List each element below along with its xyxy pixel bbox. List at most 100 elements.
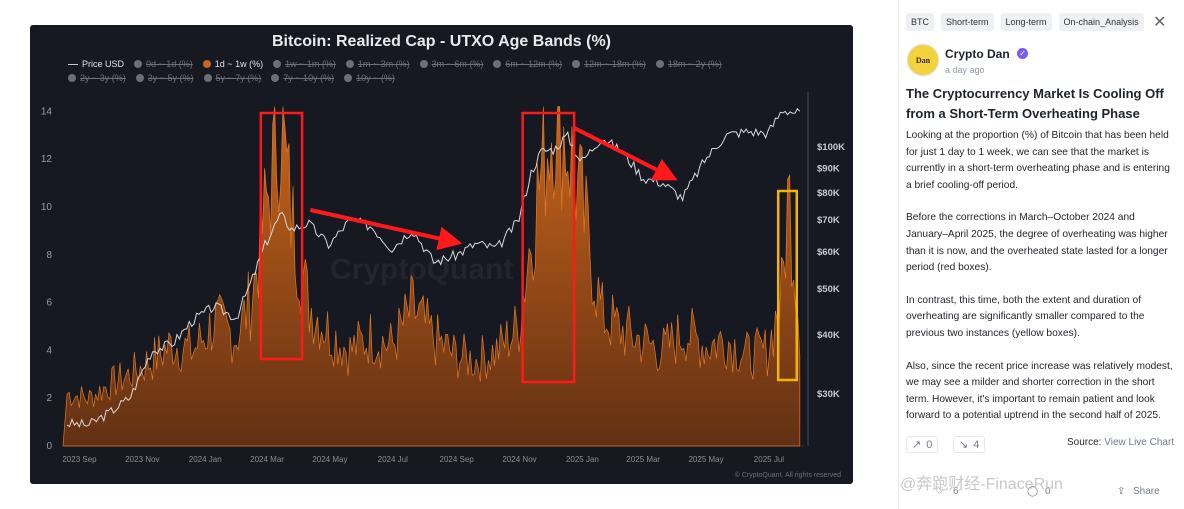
y-left-tick-label: 0 <box>46 441 52 452</box>
y-right-tick-label: $60K <box>817 247 840 258</box>
author-name[interactable]: Crypto Dan <box>945 47 1010 61</box>
overheating-yellow-box <box>776 189 799 382</box>
legend-label: 3m ~ 6m (%) <box>431 59 484 69</box>
y-left-tick-label: 14 <box>41 106 53 117</box>
legend-item[interactable]: 2y ~ 3y (%) <box>68 73 126 83</box>
x-tick-label: 2025 Jul <box>754 455 784 464</box>
post-paragraph: Looking at the proportion (%) of Bitcoin… <box>906 130 1170 191</box>
chart-title: Bitcoin: Realized Cap - UTXO Age Bands (… <box>272 33 611 50</box>
legend-label: 1m ~ 3m (%) <box>357 59 410 69</box>
series-price-usd-line <box>66 107 801 429</box>
verified-icon: ✓ <box>1017 48 1028 59</box>
legend-dot-marker <box>68 74 76 82</box>
y-left-tick-label: 10 <box>41 202 53 213</box>
x-tick-label: 2024 Jan <box>189 455 222 464</box>
legend-label: Price USD <box>82 59 125 69</box>
legend-label: 1d ~ 1w (%) <box>214 59 264 69</box>
legend-label: 5y ~ 7y (%) <box>215 73 262 83</box>
source-line: Source: View Live Chart <box>1067 437 1174 448</box>
legend-dot-marker <box>655 60 664 68</box>
legend-dot-marker <box>345 60 354 68</box>
series-band-1d-1w-area <box>62 106 801 447</box>
legend-dot-marker <box>273 60 282 68</box>
share-button[interactable]: Share <box>1133 486 1160 497</box>
chart-panel: Bitcoin: Realized Cap - UTXO Age Bands (… <box>30 25 853 484</box>
chart-plot: 0 2 4 6 8 10 12 14 $30K $40K $50K $60K $70K $80K $90K $… <box>41 92 845 464</box>
legend-item[interactable]: 12m ~ 18m (%) <box>572 59 646 69</box>
x-tick-label: 2024 Jul <box>378 455 408 464</box>
x-tick-label: 2023 Sep <box>62 455 97 464</box>
post-paragraph: Before the corrections in March–October … <box>906 212 1168 274</box>
legend-item[interactable]: 1w ~ 1m (%) <box>273 59 336 69</box>
trend-arrow-1 <box>309 208 463 251</box>
legend-line-marker <box>68 63 78 65</box>
view-live-chart-link[interactable]: View Live Chart <box>1104 437 1175 448</box>
tag-list: BTC Short-term Long-term On-chain_Analysis <box>906 13 1144 31</box>
y-right-tick-label: $50K <box>817 284 840 295</box>
post-panel: BTC Short-term Long-term On-chain_Analysis … <box>898 0 1184 509</box>
bearish-button[interactable]: ↘ 4 <box>953 436 986 453</box>
post-body: Looking at the proportion (%) of Bitcoin… <box>906 128 1178 441</box>
legend-item[interactable]: 1m ~ 3m (%) <box>345 59 410 69</box>
x-tick-label: 2025 Jan <box>566 455 599 464</box>
avatar[interactable]: Dan <box>907 44 939 76</box>
legend-dot-marker <box>344 74 353 82</box>
close-icon[interactable]: ✕ <box>1153 12 1167 31</box>
y-right-tick-label: $100K <box>817 142 845 153</box>
post-footer: ♡ 6 ◯ 0 ⇪ Share <box>899 480 1184 509</box>
legend-label: 12m ~ 18m (%) <box>584 59 646 69</box>
post-time: a day ago <box>945 65 985 75</box>
y-right-tick-label: $80K <box>817 188 840 199</box>
x-tick-label: 2024 Sep <box>440 455 475 464</box>
chart-credit: © CryptoQuant. All rights reserved <box>734 472 841 479</box>
y-left-tick-label: 12 <box>41 154 53 165</box>
overheating-red-box <box>521 111 576 384</box>
legend-item[interactable]: 1d ~ 1w (%) <box>202 59 264 69</box>
legend-label: 18m ~ 2y (%) <box>667 59 722 69</box>
bullish-button[interactable]: ↗ 0 <box>906 436 939 453</box>
legend-item[interactable]: 10y ~ (%) <box>344 73 395 83</box>
comment-count: 0 <box>1045 486 1051 497</box>
x-tick-label: 2024 May <box>312 455 347 464</box>
legend-label: 3y ~ 5y (%) <box>147 73 194 83</box>
legend-label: 0d ~ 1d (%) <box>146 59 193 69</box>
legend-dot-marker <box>572 60 581 68</box>
like-count: 6 <box>953 486 959 497</box>
x-tick-label: 2025 Mar <box>626 455 660 464</box>
tag-short-term[interactable]: Short-term <box>941 13 994 31</box>
legend-item[interactable]: 5y ~ 7y (%) <box>203 73 262 83</box>
post-paragraph: Also, since the recent price increase wa… <box>906 360 1173 422</box>
post-headline: The Cryptocurrency Market Is Cooling Off… <box>906 86 1164 121</box>
site-watermark: @奔跑财经-FinaceRun <box>900 476 1063 493</box>
tag-btc[interactable]: BTC <box>906 13 934 31</box>
trend-down-icon: ↘ <box>959 439 969 451</box>
tag-on-chain-analysis[interactable]: On-chain_Analysis <box>1058 13 1144 31</box>
source-label: Source: <box>1067 437 1102 448</box>
tag-long-term[interactable]: Long-term <box>1000 13 1052 31</box>
trend-up-icon: ↗ <box>912 439 922 451</box>
legend-item[interactable]: 7y ~ 10y (%) <box>271 73 334 83</box>
legend-item[interactable]: 3m ~ 6m (%) <box>419 59 484 69</box>
legend-item[interactable]: 3y ~ 5y (%) <box>135 73 194 83</box>
legend-dot-marker <box>134 60 143 68</box>
heart-icon[interactable]: ♡ <box>935 486 944 497</box>
share-icon[interactable]: ⇪ <box>1117 486 1126 497</box>
legend-item[interactable]: 6m ~ 12m (%) <box>493 59 562 69</box>
bullish-count: 0 <box>926 438 933 451</box>
y-left-tick-label: 6 <box>46 298 52 309</box>
y-right-tick-label: $70K <box>817 215 840 226</box>
y-left-tick-label: 4 <box>46 345 52 356</box>
legend-dot-marker <box>135 74 144 82</box>
legend-label: 2y ~ 3y (%) <box>80 73 126 83</box>
y-right-tick-label: $40K <box>817 330 840 341</box>
legend-item[interactable]: 18m ~ 2y (%) <box>655 59 722 69</box>
legend-dot-marker <box>203 74 212 82</box>
chart-watermark: CryptoQuant <box>330 253 514 286</box>
legend-item[interactable]: Price USD <box>68 59 124 69</box>
comment-icon[interactable]: ◯ <box>1027 486 1039 497</box>
legend-label: 1w ~ 1m (%) <box>285 59 336 69</box>
legend-item[interactable]: 0d ~ 1d (%) <box>134 59 193 69</box>
legend-label: 7y ~ 10y (%) <box>283 73 335 83</box>
y-left-tick-label: 8 <box>46 250 52 261</box>
legend-dot-marker <box>419 60 428 68</box>
